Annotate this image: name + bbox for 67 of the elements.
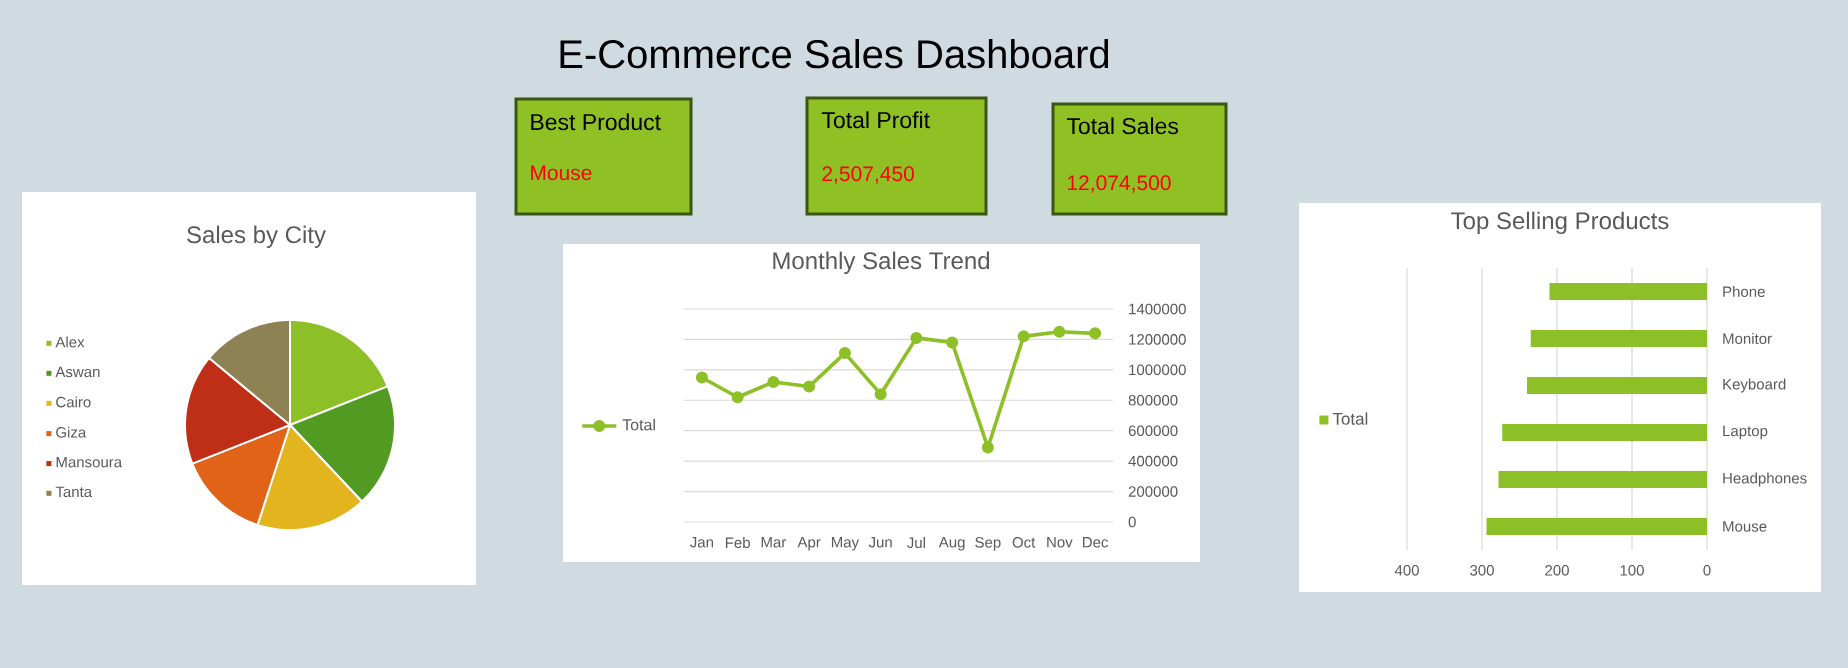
- point: [1017, 330, 1030, 343]
- point: [981, 441, 994, 454]
- bar: [1498, 470, 1707, 488]
- point: [803, 380, 816, 393]
- point: [695, 371, 708, 384]
- text: Mouse: [531, 165, 592, 181]
- legend-label: Total: [1332, 412, 1368, 425]
- bar: [1502, 424, 1707, 441]
- y-tick-label: Headphones: [1723, 472, 1807, 487]
- point: [910, 331, 923, 344]
- point: [731, 391, 744, 404]
- point: [946, 336, 959, 349]
- point: [874, 388, 887, 401]
- x-tick-label: 0: [1703, 565, 1711, 576]
- bar: [1549, 283, 1707, 301]
- text: Total Profit: [821, 111, 930, 129]
- y-tick-label: 200000: [1128, 486, 1178, 497]
- chart-title: Monthly Sales Trend: [773, 251, 990, 274]
- legend-label: Tanta: [55, 486, 93, 498]
- y-tick-label: Laptop: [1723, 425, 1768, 440]
- legend-label: Aswan: [55, 366, 100, 378]
- point: [767, 376, 780, 389]
- y-tick-label: Mouse: [1723, 521, 1767, 532]
- x-tick-label: Sep: [975, 537, 1001, 551]
- y-tick-label: 0: [1128, 516, 1136, 528]
- legend-label: Mansoura: [56, 456, 123, 468]
- y-tick-label: 600000: [1128, 425, 1178, 437]
- x-tick-label: 200: [1545, 565, 1569, 576]
- y-tick-label: 1200000: [1129, 334, 1186, 345]
- y-tick-label: 800000: [1128, 394, 1178, 406]
- x-tick-label: Oct: [1012, 537, 1036, 548]
- text: 2,507,450: [822, 166, 914, 184]
- x-tick-label: Feb: [725, 537, 750, 549]
- point: [838, 347, 851, 360]
- x-tick-label: Jan: [690, 537, 713, 548]
- y-tick-label: Phone: [1723, 286, 1765, 298]
- x-tick-label: Aug: [938, 537, 965, 551]
- y-tick-label: Monitor: [1723, 333, 1772, 345]
- point: [1053, 325, 1066, 338]
- x-tick-label: Apr: [797, 537, 821, 551]
- y-tick-label: 400000: [1128, 455, 1178, 467]
- y-tick-label: 1000000: [1129, 364, 1186, 376]
- legend-label: Alex: [55, 336, 85, 348]
- legend-label: Total: [622, 418, 655, 431]
- y-tick-label: 1400000: [1129, 303, 1186, 315]
- x-tick-label: Jun: [868, 537, 892, 548]
- chart-title: Top Selling Products: [1451, 211, 1669, 235]
- x-tick-label: 400: [1394, 565, 1419, 576]
- x-tick-label: Nov: [1047, 537, 1073, 548]
- chart-title: Sales by City: [187, 225, 326, 248]
- x-tick-label: Dec: [1083, 537, 1109, 548]
- text: Total Sales: [1066, 117, 1179, 135]
- text: Best Product: [531, 113, 661, 131]
- x-tick-label: May: [831, 537, 860, 551]
- y-tick-label: Keyboard: [1723, 378, 1786, 393]
- text: 12,074,500: [1068, 175, 1171, 193]
- x-tick-label: Jul: [907, 537, 925, 549]
- x-tick-label: 100: [1620, 565, 1644, 576]
- bar: [1527, 377, 1707, 394]
- x-tick-label: Mar: [761, 537, 787, 548]
- legend-label: Cairo: [56, 396, 91, 408]
- x-tick-label: 300: [1470, 565, 1494, 576]
- bar: [1530, 330, 1707, 347]
- bar: [1486, 517, 1707, 535]
- legend-label: Giza: [56, 426, 87, 438]
- text: E-Commerce Sales Dashboard: [560, 39, 1109, 69]
- point: [1089, 327, 1102, 340]
